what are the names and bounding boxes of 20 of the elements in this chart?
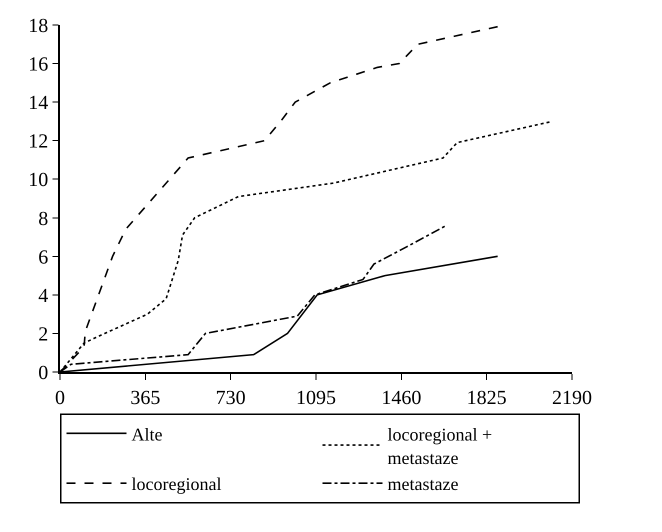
y-tick-label: 0 — [38, 362, 48, 384]
y-tick-label: 6 — [38, 246, 48, 268]
y-tick-label: 18 — [28, 15, 48, 37]
legend-label: metastaze — [388, 474, 458, 494]
y-tick-label: 16 — [28, 54, 48, 76]
x-tick-label: 730 — [216, 386, 246, 409]
x-tick-label: 0 — [55, 386, 65, 409]
y-tick-label: 8 — [38, 208, 48, 230]
y-tick-label: 4 — [38, 284, 48, 307]
legend-label: locoregional — [132, 474, 222, 494]
y-tick-label: 12 — [28, 130, 48, 153]
x-tick-label: 1095 — [296, 386, 336, 409]
y-tick-label: 10 — [28, 169, 48, 192]
y-tick-label: 2 — [38, 323, 48, 346]
x-tick-label: 2190 — [552, 386, 592, 409]
x-tick-label: 1460 — [381, 386, 422, 409]
y-tick-label: 14 — [28, 92, 48, 114]
legend-label: Alte — [132, 424, 162, 444]
x-tick-label: 1825 — [466, 386, 507, 409]
x-tick-label: 365 — [130, 386, 160, 409]
